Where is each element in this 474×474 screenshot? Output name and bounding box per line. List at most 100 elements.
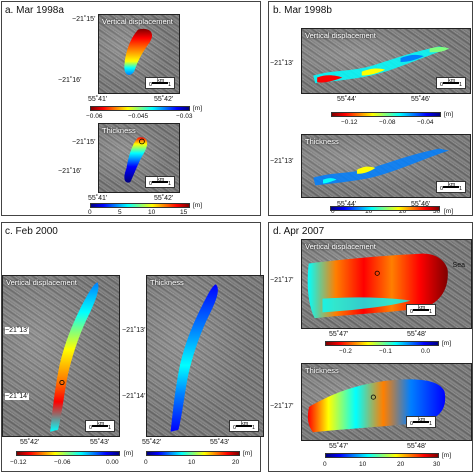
latitude-label: −21˚17’ xyxy=(270,403,294,410)
scale-one: 1 xyxy=(251,425,255,431)
map-label: Vertical displacement xyxy=(305,31,376,40)
panel-a: a. Mar 1998a Vertical displacement km 0 … xyxy=(1,1,261,216)
colorbar-tick: 5 xyxy=(118,209,122,216)
colorbar-displacement xyxy=(331,112,441,117)
scale-one: 1 xyxy=(167,181,171,187)
map-label: Thickness xyxy=(150,278,184,287)
map-thickness: Thickness km 0 1 xyxy=(146,275,264,437)
latitude-label: −21˚13’ xyxy=(270,60,294,67)
latitude-label: −21˚14’ xyxy=(122,393,146,400)
map-vertical-displacement: Vertical displacement km 0 1 xyxy=(98,14,180,94)
colorbar-unit: [m] xyxy=(193,202,203,209)
longitude-label: 55˚48’ xyxy=(407,331,427,338)
latitude-label: −21˚16’ xyxy=(58,77,82,84)
scale-one: 1 xyxy=(167,82,171,88)
colorbar-tick: 0 xyxy=(323,461,327,468)
scale-unit: km xyxy=(241,421,249,427)
colorbar-thickness xyxy=(146,451,240,456)
map-label: Vertical displacement xyxy=(6,278,77,287)
scale-bar: km 0 1 xyxy=(406,304,436,316)
colorbar-tick: −0.03 xyxy=(176,113,193,120)
panel-title: d. Apr 2007 xyxy=(273,226,325,237)
colorbar-tick: −0.06 xyxy=(86,113,103,120)
scale-zero: 0 xyxy=(410,309,414,315)
colorbar-tick: 30 xyxy=(433,461,441,468)
longitude-label: 55˚46’ xyxy=(411,96,431,103)
scale-one: 1 xyxy=(458,186,462,192)
scale-zero: 0 xyxy=(440,82,444,88)
scale-bar: km 0 1 xyxy=(406,416,436,428)
panel-c: c. Feb 2000 Vertical displacement km 0 1… xyxy=(1,222,264,472)
colorbar-tick: 10 xyxy=(365,208,373,215)
scale-zero: 0 xyxy=(233,425,237,431)
scale-unit: km xyxy=(448,182,456,188)
scale-unit: km xyxy=(157,177,165,183)
latitude-label: −21˚15’ xyxy=(72,139,96,146)
thickness-overlay xyxy=(307,379,446,433)
latitude-label: −21˚15’ xyxy=(72,16,96,23)
shaded-relief xyxy=(3,276,119,436)
scale-one: 1 xyxy=(428,309,432,315)
colorbar-tick: 10 xyxy=(148,209,156,216)
colorbar-tick: 20 xyxy=(399,208,407,215)
colorbar-tick: −0.12 xyxy=(341,119,358,126)
longitude-label: 55˚44’ xyxy=(337,96,357,103)
scale-zero: 0 xyxy=(149,181,153,187)
colorbar-thickness xyxy=(325,453,439,458)
colorbar-tick: 10 xyxy=(359,461,367,468)
scale-unit: km xyxy=(418,305,426,311)
colorbar-thickness xyxy=(90,203,190,208)
colorbar-tick: −0.2 xyxy=(339,348,352,355)
longitude-label: 55˚41’ xyxy=(88,96,108,103)
longitude-label: 55˚47’ xyxy=(329,443,349,450)
map-label: Vertical displacement xyxy=(305,242,376,251)
longitude-label: 55˚42’ xyxy=(154,96,174,103)
colorbar-tick: 0 xyxy=(88,209,92,216)
scale-zero: 0 xyxy=(440,186,444,192)
scale-line xyxy=(413,309,429,311)
map-label: Vertical displacement xyxy=(102,17,173,26)
colorbar-tick: 0.0 xyxy=(421,348,431,355)
deformation-overlay xyxy=(307,253,448,319)
colorbar-tick: 0 xyxy=(144,459,148,466)
colorbar-unit: [m] xyxy=(442,452,452,459)
thickness-overlay xyxy=(124,137,148,183)
map-thickness: Thickness km 0 1 xyxy=(301,134,471,198)
longitude-label: 55˚46’ xyxy=(411,201,431,208)
latitude-label: −21˚13’ xyxy=(5,327,29,334)
colorbar-displacement xyxy=(325,341,439,346)
latitude-label: −21˚17’ xyxy=(270,277,294,284)
scale-zero: 0 xyxy=(89,425,93,431)
colorbar-tick: 0 xyxy=(331,208,335,215)
scale-line xyxy=(92,425,108,427)
panel-title: a. Mar 1998a xyxy=(5,5,64,16)
colorbar-tick: −0.04 xyxy=(417,119,434,126)
colorbar-thickness-b xyxy=(330,206,440,211)
panel-b: b. Mar 1998b Vertical displacement km 0 … xyxy=(268,1,473,216)
deformation-overlay xyxy=(313,46,450,84)
longitude-label: 55˚42’ xyxy=(154,195,174,202)
scale-unit: km xyxy=(157,78,165,84)
colorbar-displacement xyxy=(16,451,120,456)
colorbar-tick: −0.045 xyxy=(128,113,149,120)
scale-line xyxy=(443,82,459,84)
colorbar-unit: [m] xyxy=(243,450,253,457)
scale-line xyxy=(443,186,459,188)
scale-line xyxy=(152,181,168,183)
latitude-label: −21˚14’ xyxy=(5,393,29,400)
scale-bar: km 0 1 xyxy=(436,77,466,89)
map-vertical-displacement: Vertical displacement km 0 1 xyxy=(2,275,120,437)
map-thickness: Thickness km 0 1 xyxy=(301,363,472,441)
scale-bar: km 0 1 xyxy=(229,420,259,432)
scale-one: 1 xyxy=(428,421,432,427)
scale-line xyxy=(236,425,252,427)
colorbar-tick: −0.06 xyxy=(54,459,71,466)
deformation-overlay xyxy=(124,28,153,75)
colorbar-tick: 20 xyxy=(397,461,405,468)
longitude-label: 55˚42’ xyxy=(142,439,162,446)
scale-bar: km 0 1 xyxy=(145,176,175,188)
latitude-label: −21˚13’ xyxy=(270,158,294,165)
colorbar-unit: [m] xyxy=(444,111,454,118)
map-vertical-displacement: Vertical displacement Sea km 0 1 xyxy=(301,239,472,329)
colorbar-tick: 20 xyxy=(232,459,240,466)
